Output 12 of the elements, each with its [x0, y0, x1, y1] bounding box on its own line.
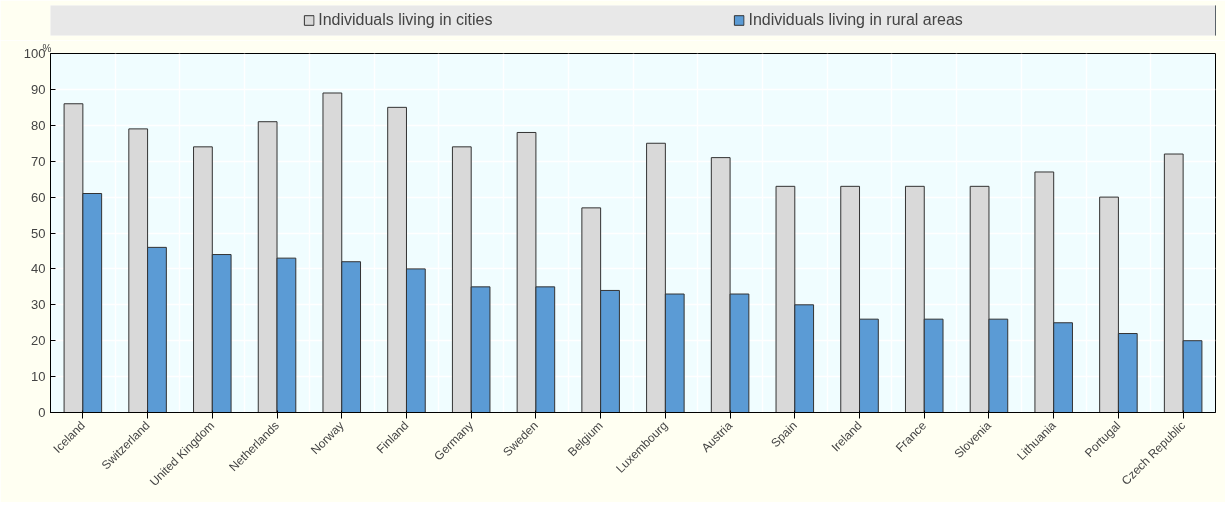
y-tick-label: 20	[31, 333, 46, 349]
y-tick-label: 10	[31, 369, 46, 385]
y-tick-label: 30	[31, 297, 46, 313]
y-tick-label: 50	[31, 225, 46, 241]
y-tick-label: 90	[31, 81, 46, 97]
legend-label: Individuals living in rural areas	[748, 11, 963, 29]
y-tick-label: 0	[38, 405, 46, 420]
legend-label: Individuals living in cities	[318, 11, 493, 29]
y-tick-label: 70	[31, 153, 46, 169]
y-tick-label: 60	[31, 189, 46, 205]
y-tick-label: 40	[31, 261, 46, 277]
y-tick-label: 80	[31, 117, 46, 133]
